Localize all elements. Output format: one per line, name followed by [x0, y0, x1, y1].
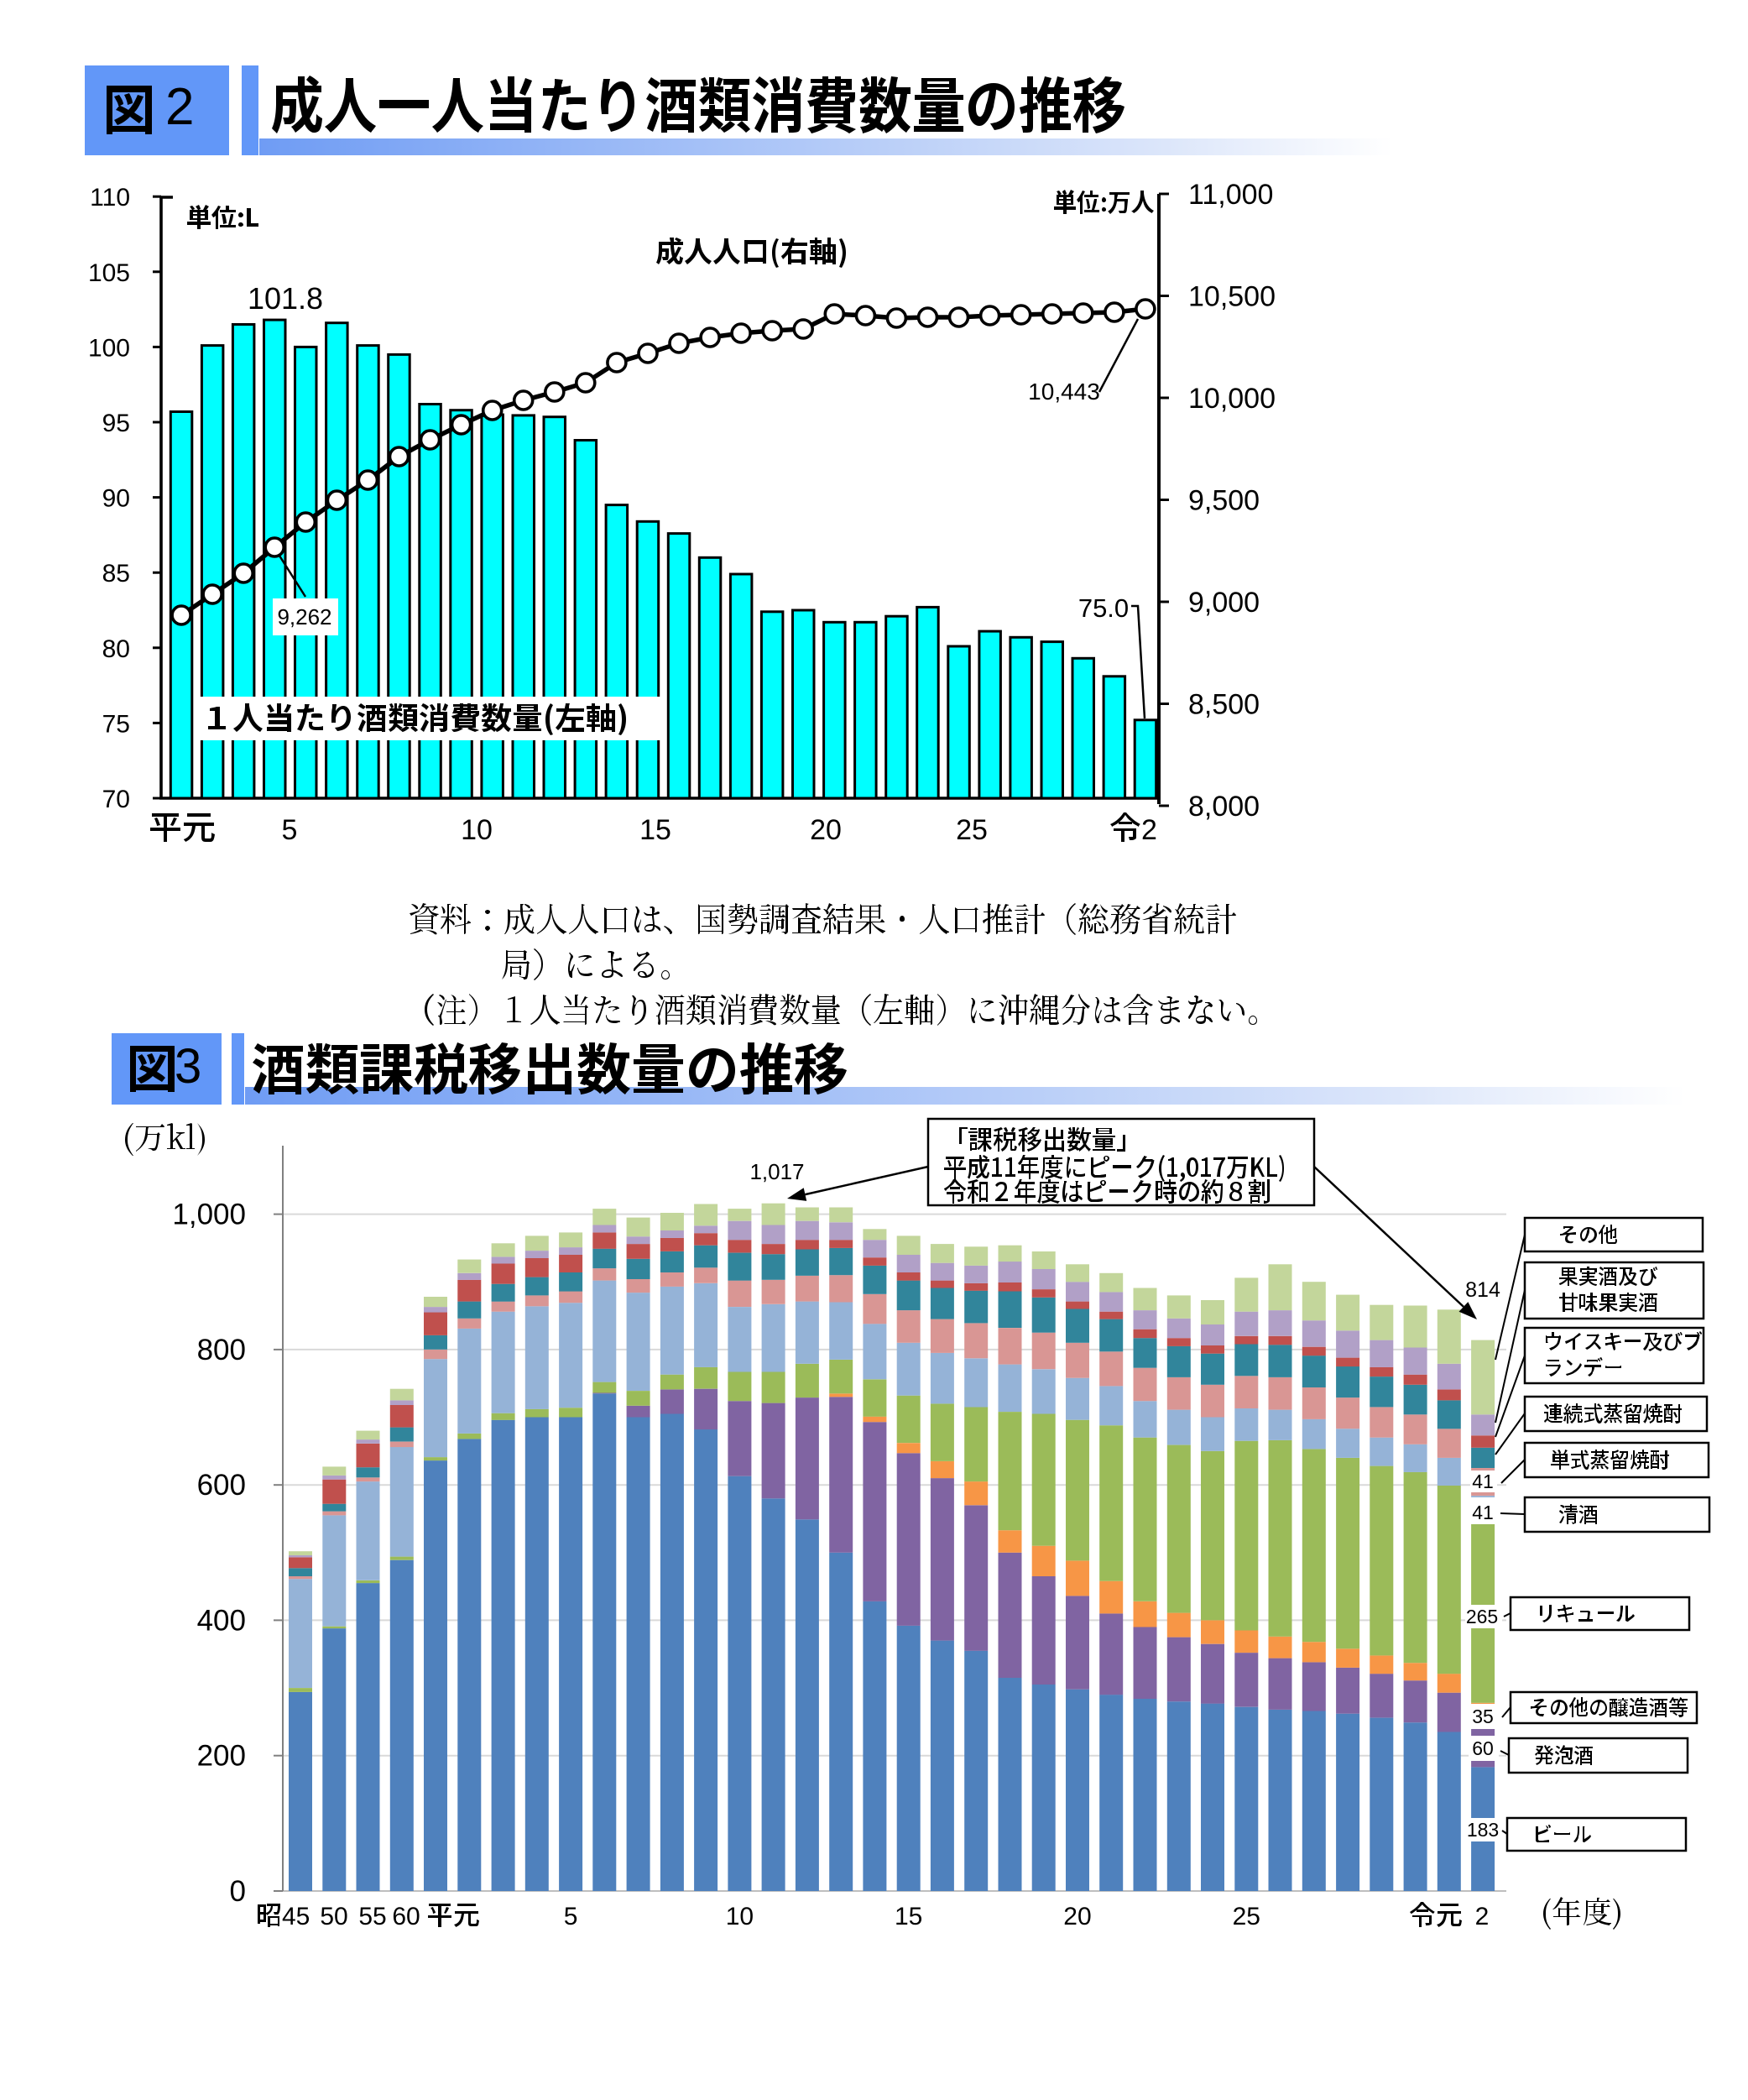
svg-text:90: 90	[102, 485, 130, 513]
svg-text:800: 800	[197, 1334, 246, 1366]
svg-text:50: 50	[320, 1903, 347, 1930]
svg-text:55: 55	[358, 1903, 386, 1930]
svg-text:35: 35	[1472, 1706, 1494, 1727]
svg-text:100: 100	[88, 334, 130, 362]
svg-text:265: 265	[1466, 1606, 1498, 1627]
svg-text:110: 110	[90, 184, 130, 212]
svg-text:101.8: 101.8	[248, 281, 323, 316]
svg-text:10,000: 10,000	[1188, 383, 1276, 415]
svg-text:75: 75	[102, 710, 130, 738]
svg-text:3: 3	[175, 1039, 201, 1094]
svg-text:0: 0	[230, 1875, 246, 1908]
svg-text:2: 2	[165, 78, 194, 136]
svg-text:11,000: 11,000	[1188, 179, 1273, 211]
svg-text:85: 85	[102, 560, 130, 588]
svg-text:95: 95	[102, 410, 130, 437]
svg-text:1,017: 1,017	[749, 1159, 804, 1184]
svg-text:200: 200	[197, 1740, 246, 1773]
svg-text:5: 5	[564, 1903, 578, 1930]
svg-text:70: 70	[102, 786, 130, 813]
svg-text:75.0: 75.0	[1078, 593, 1129, 623]
svg-text:814: 814	[1465, 1278, 1500, 1302]
svg-text:45: 45	[282, 1903, 310, 1930]
svg-text:25: 25	[956, 814, 988, 846]
svg-text:10,500: 10,500	[1188, 281, 1276, 313]
svg-text:41: 41	[1472, 1471, 1494, 1492]
svg-text:20: 20	[1063, 1903, 1091, 1930]
svg-text:8,500: 8,500	[1188, 689, 1260, 721]
svg-text:2: 2	[1475, 1903, 1490, 1930]
svg-text:10: 10	[726, 1903, 754, 1930]
svg-text:25: 25	[1233, 1903, 1260, 1930]
svg-text:60: 60	[392, 1903, 420, 1930]
svg-text:5: 5	[282, 814, 298, 846]
svg-text:15: 15	[895, 1903, 922, 1930]
svg-text:41: 41	[1472, 1502, 1494, 1523]
svg-text:10: 10	[461, 814, 493, 846]
svg-text:80: 80	[102, 635, 130, 663]
svg-text:20: 20	[810, 814, 842, 846]
svg-text:8,000: 8,000	[1188, 791, 1260, 823]
svg-text:400: 400	[197, 1604, 246, 1637]
svg-text:1,000: 1,000	[172, 1199, 246, 1231]
svg-text:9,000: 9,000	[1188, 587, 1260, 619]
svg-text:183: 183	[1467, 1819, 1499, 1841]
svg-text:9,262: 9,262	[277, 604, 331, 629]
svg-text:60: 60	[1472, 1737, 1494, 1759]
svg-text:600: 600	[197, 1469, 246, 1502]
svg-text:105: 105	[88, 259, 130, 287]
svg-text:15: 15	[639, 814, 671, 846]
svg-text:10,443: 10,443	[1028, 379, 1100, 405]
svg-text:2: 2	[1141, 814, 1157, 846]
svg-text:9,500: 9,500	[1188, 485, 1260, 517]
